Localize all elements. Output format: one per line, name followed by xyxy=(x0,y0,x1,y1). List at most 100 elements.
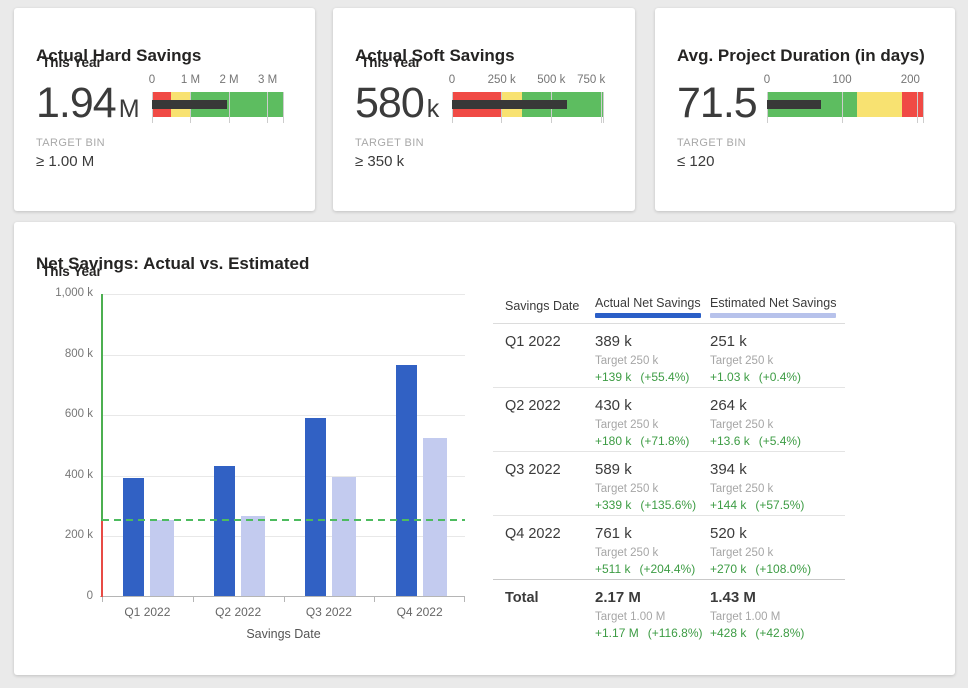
gridline-600k xyxy=(102,415,465,417)
y-axis-tick-label: 0 xyxy=(86,590,93,602)
actual-value: 2.17 M xyxy=(595,589,641,606)
target-bin-label: TARGET BIN xyxy=(677,137,746,149)
estimated-cell: 394 k Target 250 k +144 k (+57.5%) xyxy=(710,461,804,512)
actual-delta: +1.17 M (+116.8%) xyxy=(595,626,703,640)
delta-percent: (+55.4%) xyxy=(640,370,690,384)
delta-amount: +511 k xyxy=(595,562,631,576)
kpi-card-avg-project-duration[interactable]: Avg. Project Duration (in days) 71.5 0 10… xyxy=(655,8,955,211)
net-savings-visual-card[interactable]: Net Savings: Actual vs. Estimated This Y… xyxy=(14,222,955,675)
card-title: Avg. Project Duration (in days) xyxy=(677,46,925,66)
bullet-band-yellow xyxy=(857,92,902,117)
kpi-card-actual-soft-savings[interactable]: Actual Soft Savings This Year 580 k 0 250 … xyxy=(333,8,635,211)
bullet-axis-tick-label: 200 xyxy=(900,74,920,86)
y-axis-labels: 0 200 k 400 k 600 k 800 k 1,000 k xyxy=(14,287,93,602)
delta-percent: (+0.4%) xyxy=(758,370,802,384)
x-axis-title: Savings Date xyxy=(246,627,321,641)
bullet-axis-tick xyxy=(602,92,604,123)
kpi-value: 71.5 xyxy=(677,82,758,125)
bar-actual-q2-2022[interactable] xyxy=(214,465,236,596)
actual-cell: 761 k Target 250 k +511 k (+204.4%) xyxy=(595,525,695,576)
bullet-value-bar xyxy=(767,100,821,109)
y-axis-tick-label: 600 k xyxy=(64,408,93,421)
x-axis-tick xyxy=(374,597,376,602)
bar-estimated-q4-2022[interactable] xyxy=(422,438,447,596)
estimated-delta: +428 k (+42.8%) xyxy=(710,626,804,640)
actual-value: 589 k xyxy=(595,461,632,478)
kpi-value-unit: k xyxy=(426,95,440,123)
delta-percent: (+42.8%) xyxy=(755,626,805,640)
bullet-axis-tick xyxy=(228,92,230,123)
row-label: Q2 2022 xyxy=(505,398,561,414)
bullet-chart-soft-savings: 0 250 k 500 k 750 k xyxy=(448,74,606,134)
card-accent-bar xyxy=(14,8,315,15)
column-header-savings-date[interactable]: Savings Date xyxy=(505,299,579,313)
estimated-cell: 251 k Target 250 k +1.03 k (+0.4%) xyxy=(710,333,801,384)
actual-target: Target 250 k xyxy=(595,419,659,431)
card-subtitle: This Year xyxy=(361,55,421,70)
column-header-actual-net-savings[interactable]: Actual Net Savings xyxy=(595,296,701,318)
target-bin-value: ≥ 350 k xyxy=(355,153,405,170)
table-row-q4-2022[interactable]: Q4 2022 761 k Target 250 k +511 k (+204.4… xyxy=(493,516,845,580)
bar-actual-q1-2022[interactable] xyxy=(123,478,145,596)
kpi-card-actual-hard-savings[interactable]: Actual Hard Savings This Year 1.94 M 0 1 M… xyxy=(14,8,315,211)
target-reference-line xyxy=(102,519,465,522)
bullet-axis-tick xyxy=(282,92,284,123)
bullet-axis-tick-label: 0 xyxy=(148,74,156,86)
delta-percent: (+204.4%) xyxy=(639,562,696,576)
bullet-axis-tick xyxy=(267,92,269,123)
target-bin-label: TARGET BIN xyxy=(355,137,424,149)
delta-percent: (+5.4%) xyxy=(758,434,802,448)
actual-cell: 2.17 M Target 1.00 M +1.17 M (+116.8%) xyxy=(595,589,703,640)
actual-cell: 589 k Target 250 k +339 k (+135.6%) xyxy=(595,461,696,512)
net-savings-table: Savings Date Actual Net Savings Estimate… xyxy=(493,290,845,660)
estimated-target: Target 1.00 M xyxy=(710,611,781,623)
y-axis-tick-label: 400 k xyxy=(64,468,93,481)
row-label: Q3 2022 xyxy=(505,462,561,478)
table-row-q2-2022[interactable]: Q2 2022 430 k Target 250 k +180 k (+71.8%… xyxy=(493,388,845,452)
bullet-value-bar xyxy=(152,100,227,109)
delta-percent: (+116.8%) xyxy=(647,626,703,640)
row-label: Q4 2022 xyxy=(505,526,561,542)
bullet-axis-tick-label: 750 k xyxy=(577,74,606,86)
bullet-axis-tick-label: 0 xyxy=(448,74,456,86)
actual-value: 761 k xyxy=(595,525,632,542)
x-axis-line xyxy=(100,596,465,597)
bar-estimated-q3-2022[interactable] xyxy=(331,476,356,596)
y-axis-tick-label: 1,000 k xyxy=(55,287,93,299)
column-header-label: Estimated Net Savings xyxy=(710,296,837,310)
actual-cell: 430 k Target 250 k +180 k (+71.8%) xyxy=(595,397,689,448)
estimated-series-underline xyxy=(710,313,837,318)
bar-estimated-q1-2022[interactable] xyxy=(150,519,175,596)
actual-delta: +511 k (+204.4%) xyxy=(595,562,695,576)
actual-target: Target 1.00 M xyxy=(595,611,666,623)
estimated-delta: +270 k (+108.0%) xyxy=(710,562,811,576)
table-row-total[interactable]: Total 2.17 M Target 1.00 M +1.17 M (+116.… xyxy=(493,580,845,660)
row-label: Total xyxy=(505,590,539,606)
target-bin-value: ≤ 120 xyxy=(677,153,715,170)
table-header: Savings Date Actual Net Savings Estimate… xyxy=(493,290,845,324)
bar-estimated-q2-2022[interactable] xyxy=(241,516,266,596)
x-axis-category-label: Q4 2022 xyxy=(396,605,443,619)
estimated-target: Target 250 k xyxy=(710,419,774,431)
bullet-axis-tick xyxy=(841,92,843,123)
chart-subtitle: This Year xyxy=(42,264,102,279)
bullet-axis-tick-label: 2 M xyxy=(219,74,239,86)
estimated-delta: +13.6 k (+5.4%) xyxy=(710,434,801,448)
column-header-label: Savings Date xyxy=(505,299,580,313)
bar-actual-q4-2022[interactable] xyxy=(395,365,417,596)
y-axis-tick-label: 200 k xyxy=(64,529,93,542)
x-axis-tick xyxy=(192,597,194,602)
gridline-400k xyxy=(102,475,465,477)
target-bin-value: ≥ 1.00 M xyxy=(36,153,95,170)
bar-actual-q3-2022[interactable] xyxy=(304,417,326,596)
estimated-cell: 264 k Target 250 k +13.6 k (+5.4%) xyxy=(710,397,801,448)
actual-delta: +339 k (+135.6%) xyxy=(595,498,696,512)
bullet-axis-tick-label: 3 M xyxy=(257,74,278,86)
bullet-axis-tick-label: 100 xyxy=(832,74,852,86)
gridline-200k xyxy=(102,536,465,538)
table-row-q1-2022[interactable]: Q1 2022 389 k Target 250 k +139 k (+55.4%… xyxy=(493,324,845,388)
column-header-estimated-net-savings[interactable]: Estimated Net Savings xyxy=(710,296,837,318)
table-row-q3-2022[interactable]: Q3 2022 589 k Target 250 k +339 k (+135.6… xyxy=(493,452,845,516)
kpi-value: 1.94 M xyxy=(36,82,140,125)
actual-cell: 389 k Target 250 k +139 k (+55.4%) xyxy=(595,333,689,384)
